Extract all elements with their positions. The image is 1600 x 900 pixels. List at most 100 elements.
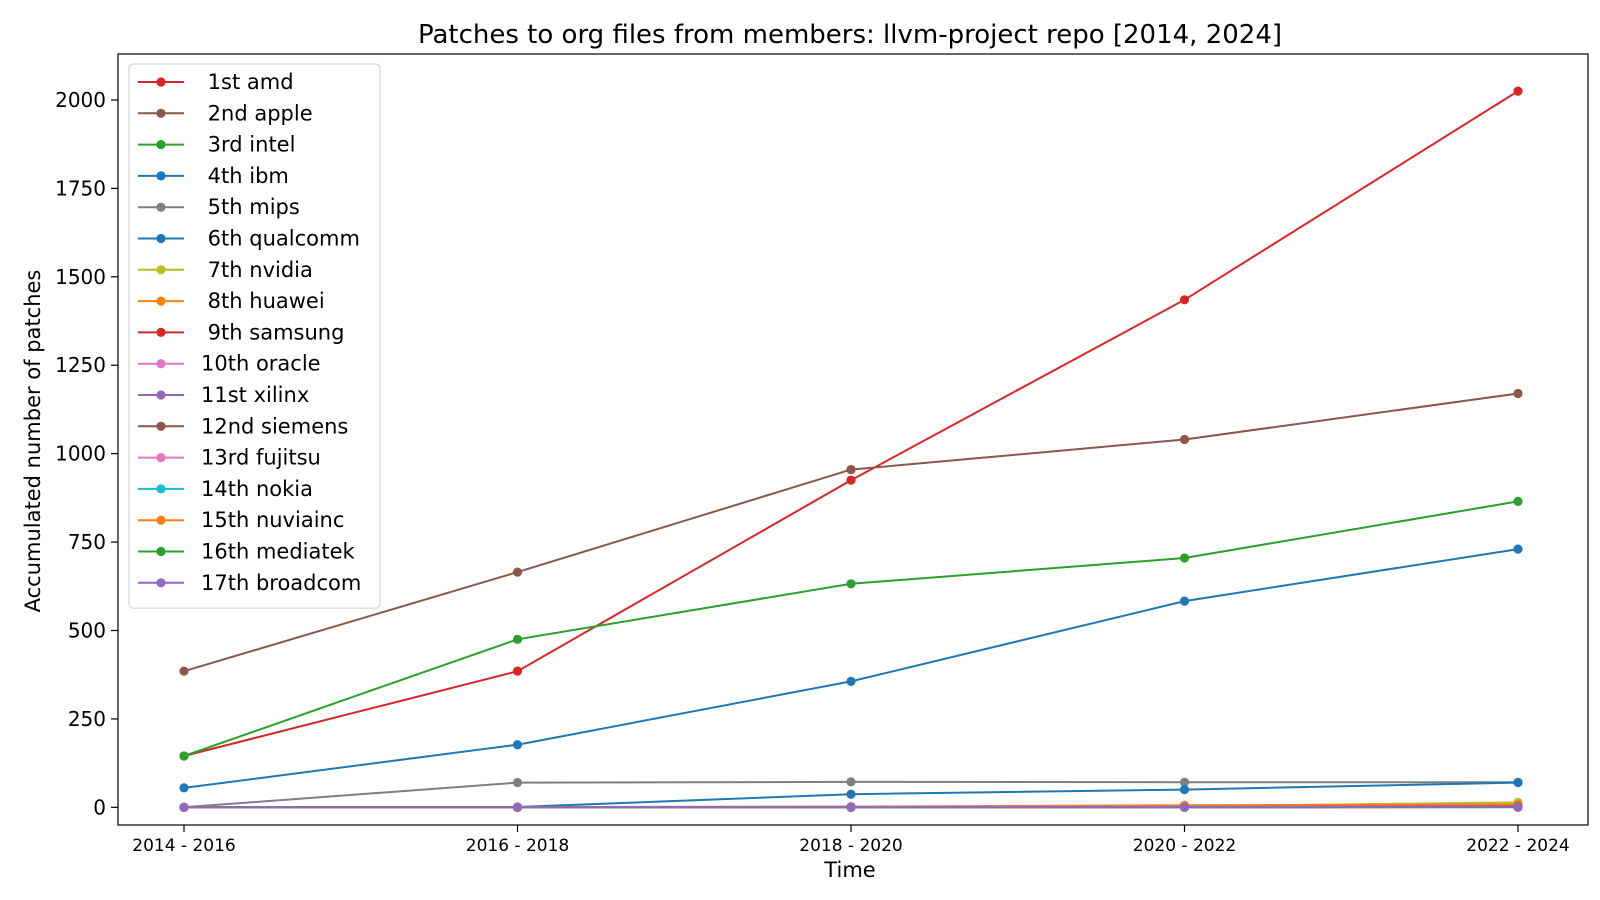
legend: 1st amd 2nd apple 3rd intel 4th ibm 5th … — [128, 63, 381, 609]
legend-swatch-marker — [156, 171, 166, 181]
legend-item: 14th nokia — [138, 477, 313, 501]
legend-swatch-marker — [156, 578, 166, 588]
y-axis-label: Accumulated number of patches — [21, 270, 45, 613]
data-point — [1179, 785, 1190, 795]
legend-label: 11st xilinx — [201, 383, 309, 407]
legend-swatch-marker — [156, 265, 166, 275]
series-line — [179, 802, 1523, 812]
y-tick-label: 1250 — [55, 353, 106, 377]
legend-label: 5th mips — [201, 195, 300, 219]
x-tick-label: 2022 - 2024 — [1466, 836, 1569, 856]
plot-frame — [117, 53, 1589, 826]
data-point — [846, 802, 856, 812]
legend-item: 3rd intel — [138, 133, 295, 157]
data-point — [512, 802, 523, 812]
series-line — [179, 86, 1523, 761]
legend-swatch-marker — [156, 327, 166, 337]
legend-item: 9th samsung — [138, 320, 344, 344]
legend-swatch-marker — [156, 484, 166, 494]
legend-label: 17th broadcom — [201, 571, 361, 595]
legend-label: 8th huawei — [201, 289, 325, 313]
data-point — [179, 666, 189, 676]
data-point — [846, 777, 856, 787]
legend-label: 1st amd — [201, 70, 294, 94]
legend-frame — [128, 63, 381, 609]
series-line — [179, 496, 1523, 761]
data-point — [179, 751, 189, 761]
x-tick-label: 2018 - 2020 — [799, 836, 902, 856]
data-point — [512, 777, 523, 788]
x-tick-label: 2020 - 2022 — [1133, 836, 1236, 856]
legend-item: 15th nuviainc — [138, 508, 344, 532]
legend-item: 8th huawei — [138, 289, 325, 313]
legend-label: 12nd siemens — [201, 414, 348, 438]
legend-item: 2nd apple — [138, 101, 313, 125]
legend-swatch-marker — [156, 202, 166, 212]
y-tick-label: 1000 — [55, 442, 106, 466]
data-point — [1513, 544, 1523, 554]
data-point — [846, 676, 856, 687]
data-point — [1179, 596, 1190, 606]
y-tick-label: 2000 — [55, 88, 106, 112]
legend-item: 16th mediatek — [138, 540, 356, 564]
legend-swatch-marker — [156, 453, 166, 463]
data-point — [1179, 802, 1190, 812]
legend-swatch-marker — [156, 296, 166, 306]
data-point — [179, 783, 189, 793]
legend-item: 13rd fujitsu — [138, 446, 321, 470]
legend-label: 16th mediatek — [201, 540, 356, 564]
legend-label: 7th nvidia — [201, 258, 313, 282]
x-tick-label: 2016 - 2018 — [466, 836, 569, 856]
data-point — [512, 634, 523, 644]
axes: 0 250 500 750 1000 1250 1500 1750 2000 2014 - 201… — [55, 53, 1589, 856]
series-line — [179, 544, 1523, 793]
legend-label: 3rd intel — [201, 133, 295, 157]
legend-item: 17th broadcom — [138, 571, 361, 595]
data-point — [1513, 802, 1523, 812]
legend-label: 6th qualcomm — [201, 227, 360, 251]
legend-item: 5th mips — [138, 195, 300, 219]
series-path — [183, 392, 1519, 673]
legend-label: 14th nokia — [201, 477, 313, 501]
legend-item: 12nd siemens — [138, 414, 348, 438]
legend-item: 7th nvidia — [138, 258, 313, 282]
legend-swatch-marker — [156, 108, 166, 118]
legend-item: 4th ibm — [138, 164, 289, 188]
legend-swatch-marker — [156, 421, 166, 431]
legend-label: 9th samsung — [201, 320, 344, 344]
data-point — [512, 666, 523, 676]
data-point — [1179, 434, 1190, 445]
y-tick-label: 1750 — [55, 176, 106, 200]
legend-item: 6th qualcomm — [138, 227, 360, 251]
data-point — [1179, 553, 1190, 563]
legend-swatch-marker — [156, 77, 166, 87]
data-point — [1513, 777, 1523, 788]
y-tick-label: 250 — [68, 707, 106, 731]
data-point — [1513, 388, 1523, 399]
data-point — [179, 802, 189, 812]
data-point — [512, 567, 523, 577]
legend-swatch-marker — [156, 359, 166, 369]
data-point — [846, 789, 856, 799]
data-point — [1179, 295, 1190, 305]
legend-label: 15th nuviainc — [201, 508, 344, 532]
legend-label: 10th oracle — [201, 352, 321, 376]
data-point — [1513, 496, 1523, 506]
legend-swatch-marker — [156, 546, 166, 557]
x-axis-label: Time — [823, 858, 875, 882]
y-tick-label: 1500 — [55, 265, 106, 289]
legend-label: 2nd apple — [201, 101, 313, 125]
legend-swatch-marker — [156, 233, 166, 244]
y-tick-label: 500 — [68, 618, 106, 642]
y-tick-label: 0 — [93, 795, 106, 819]
chart-title: Patches to org files from members: llvm-… — [418, 20, 1282, 50]
series-path — [183, 90, 1519, 757]
series-line — [179, 388, 1523, 676]
legend-swatch-marker — [156, 515, 166, 525]
legend-item: 11st xilinx — [138, 383, 309, 407]
data-point — [512, 740, 523, 750]
data-point — [846, 464, 856, 475]
x-tick-label: 2014 - 2016 — [132, 836, 235, 856]
